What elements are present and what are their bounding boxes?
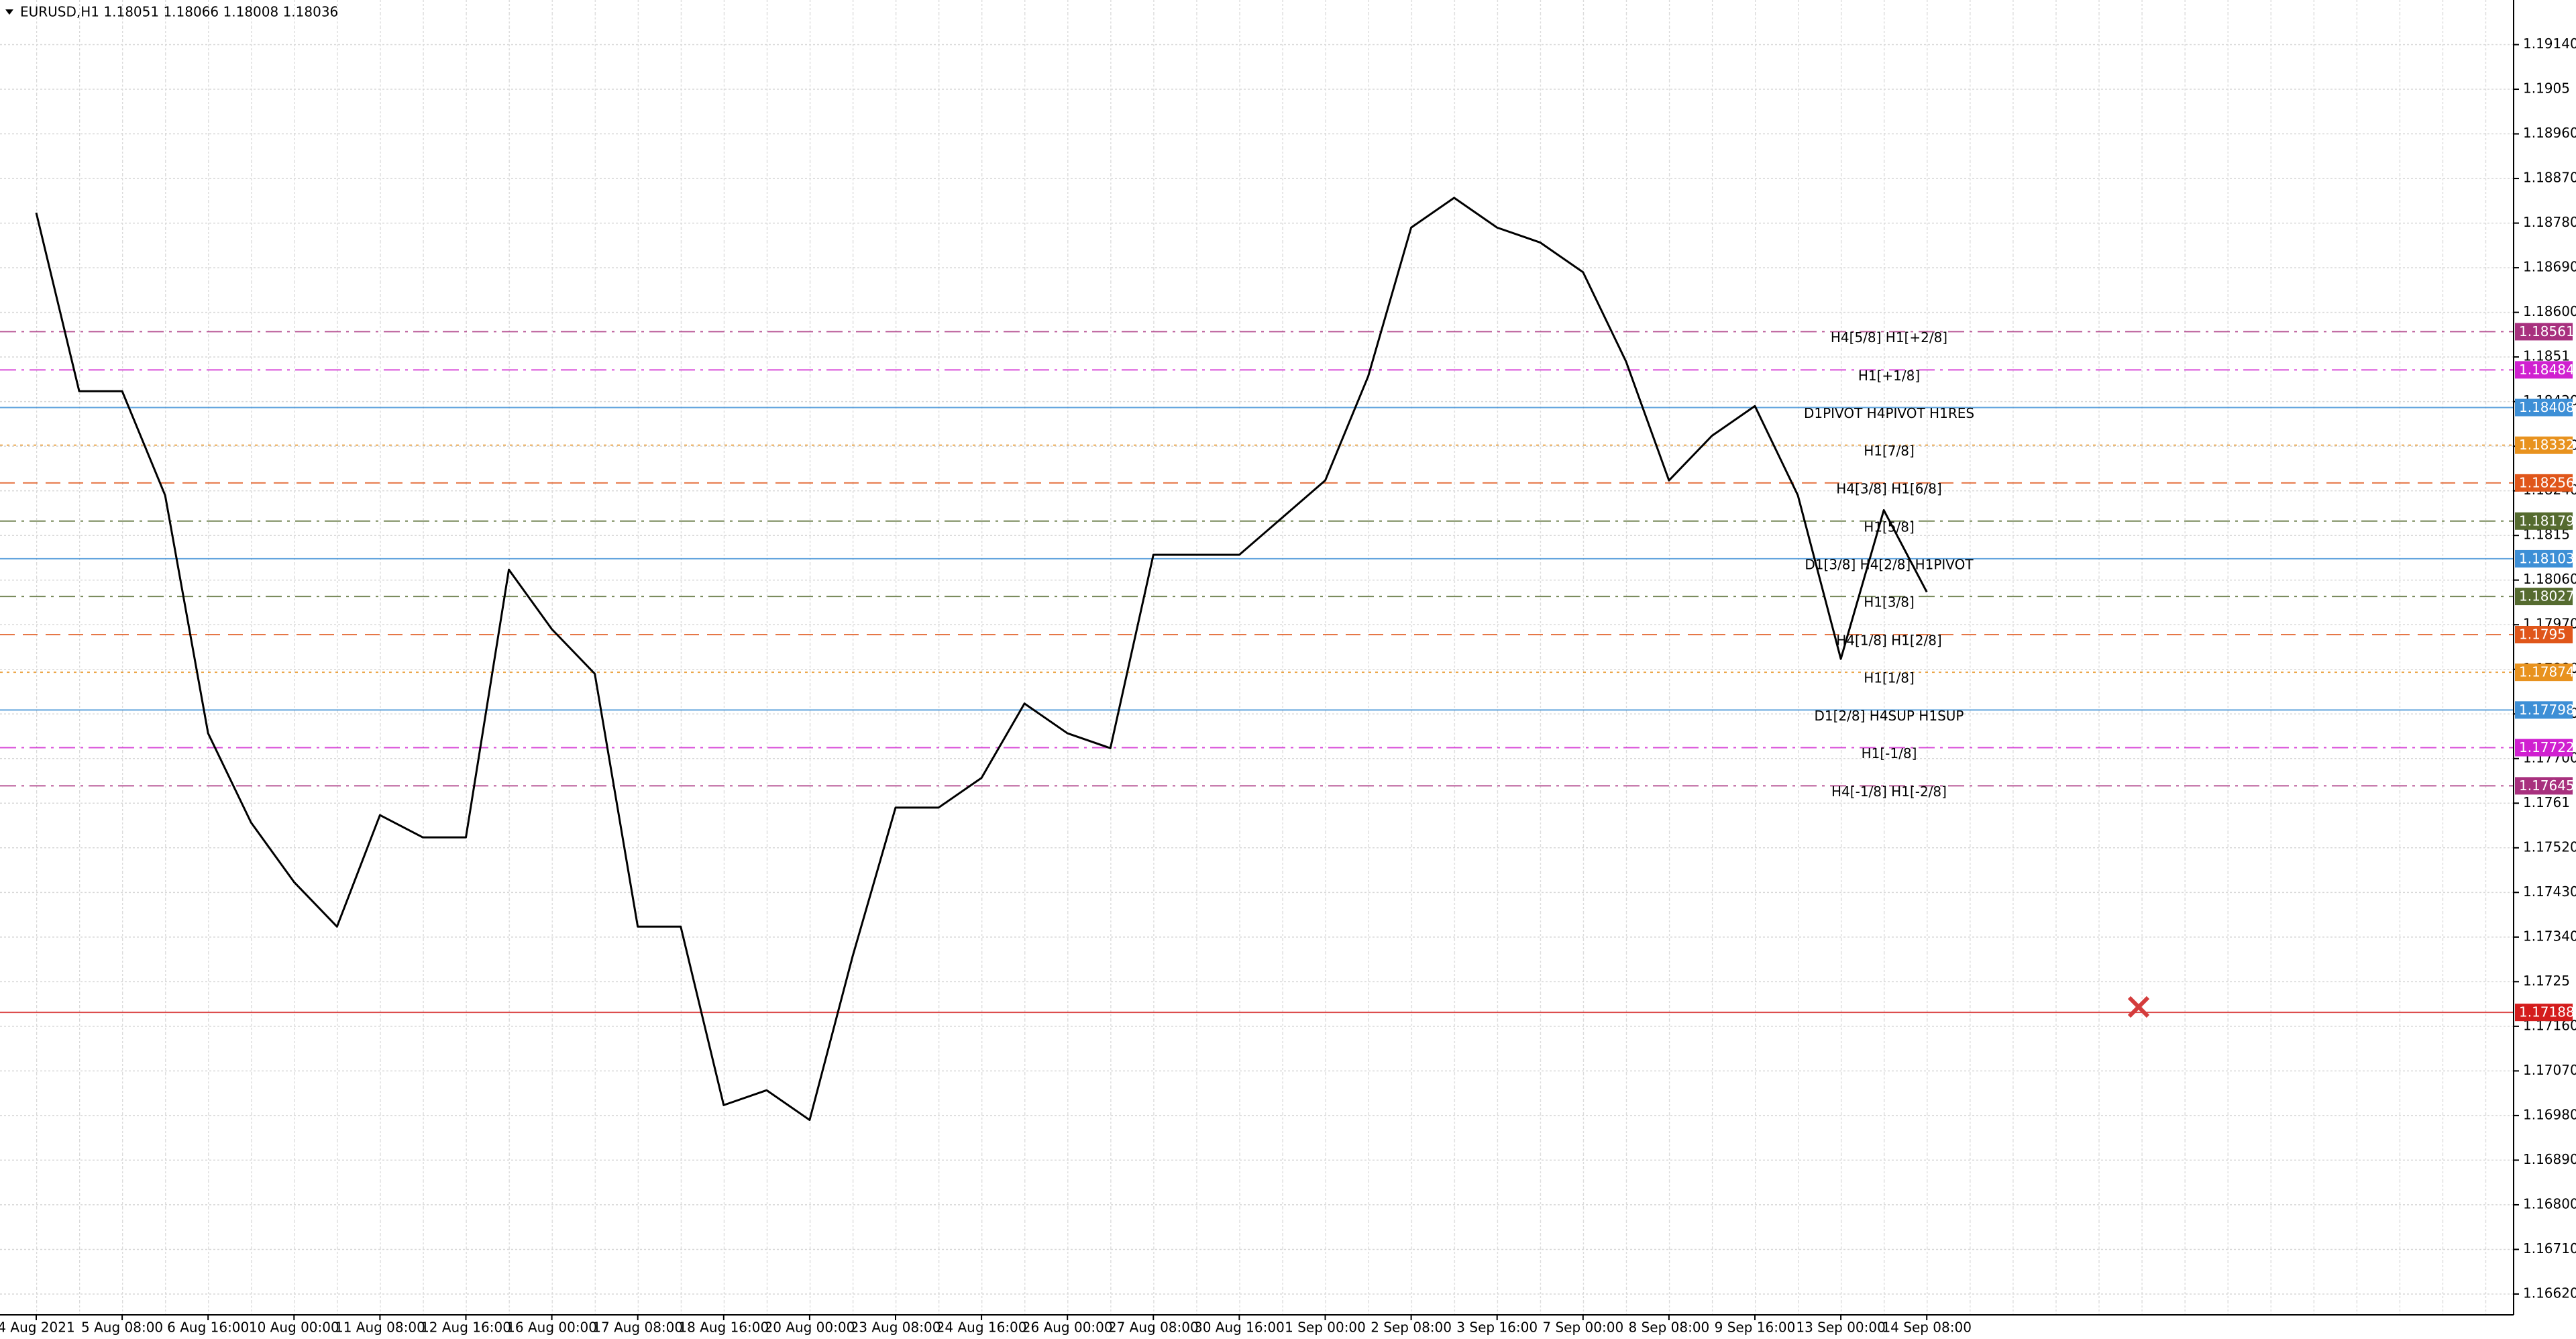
x-tick-label: 8 Sep 08:00 — [1629, 1320, 1710, 1336]
y-tick-label: 1.18600 — [2523, 303, 2576, 319]
level-label: H1[+1/8] — [1858, 368, 1920, 384]
x-tick-label: 11 Aug 08:00 — [335, 1320, 425, 1336]
price-tag — [2515, 777, 2573, 795]
x-tick-label: 17 Aug 08:00 — [592, 1320, 683, 1336]
vertical-grid — [0, 0, 2514, 1315]
y-tick-label: 1.17430 — [2523, 883, 2576, 900]
chart-title: EURUSD,H1 1.18051 1.18066 1.18008 1.1803… — [20, 4, 338, 20]
x-tick-label: 30 Aug 16:00 — [1194, 1320, 1285, 1336]
level-label: H1[3/8] — [1864, 594, 1915, 610]
x-tick-label: 6 Aug 16:00 — [167, 1320, 249, 1336]
price-tag-label: 1.1795 — [2519, 627, 2566, 643]
price-tag-label: 1.18179 — [2519, 513, 2575, 529]
x-tick-label: 23 Aug 08:00 — [851, 1320, 941, 1336]
x-tick-label: 2 Sep 08:00 — [1371, 1320, 1452, 1336]
x-tick-label: 4 Aug 2021 — [0, 1320, 75, 1336]
price-tag-label: 1.17798 — [2519, 702, 2575, 718]
x-tick-label: 18 Aug 16:00 — [678, 1320, 769, 1336]
level-label: H4[5/8] H1[+2/8] — [1831, 329, 1947, 345]
y-tick-label: 1.18870 — [2523, 170, 2576, 186]
x-tick-label: 20 Aug 00:00 — [764, 1320, 855, 1336]
price-tag — [2515, 361, 2573, 379]
x-tick-label: 3 Sep 16:00 — [1456, 1320, 1538, 1336]
menu-arrow[interactable] — [5, 9, 13, 15]
y-tick-label: 1.18690 — [2523, 259, 2576, 275]
x-tick-label: 7 Sep 00:00 — [1542, 1320, 1623, 1336]
y-tick-label: 1.19140 — [2523, 36, 2576, 52]
level-label: H4[3/8] H1[6/8] — [1836, 480, 1941, 496]
price-tag-label: 1.18256 — [2519, 474, 2575, 490]
y-tick-label: 1.16620 — [2523, 1285, 2576, 1301]
price-tag — [2515, 626, 2573, 644]
y-tick-label: 1.1761 — [2523, 794, 2570, 810]
price-tag-label: 1.18561 — [2519, 323, 2575, 339]
level-label: H1[7/8] — [1864, 443, 1915, 459]
price-tag-label: 1.18484 — [2519, 362, 2575, 378]
level-label: H4[1/8] H1[2/8] — [1836, 633, 1941, 649]
level-label: H4[-1/8] H1[-2/8] — [1831, 784, 1947, 800]
x-tick-label: 12 Aug 16:00 — [421, 1320, 511, 1336]
close-marker — [2127, 996, 2150, 1018]
price-tag — [2515, 398, 2573, 417]
y-tick-label: 1.16890 — [2523, 1151, 2576, 1167]
level-label: D1PIVOT H4PIVOT H1RES — [1804, 405, 1974, 421]
price-tag-label: 1.18103 — [2519, 550, 2575, 566]
x-tick-label: 16 Aug 00:00 — [506, 1320, 597, 1336]
price-tag — [2515, 474, 2573, 492]
y-tick-label: 1.18780 — [2523, 214, 2576, 230]
price-tag — [2515, 549, 2573, 568]
price-tag-label: 1.17874 — [2519, 664, 2575, 680]
y-tick-label: 1.17340 — [2523, 928, 2576, 944]
price-tag — [2515, 739, 2573, 757]
price-tag-label: 1.17722 — [2519, 739, 2575, 755]
price-tag-label: 1.18027 — [2519, 588, 2575, 604]
x-tick-label: 5 Aug 08:00 — [81, 1320, 163, 1336]
x-tick-label: 26 Aug 00:00 — [1022, 1320, 1113, 1336]
level-label: H1[-1/8] — [1862, 745, 1917, 761]
x-tick-label: 14 Sep 08:00 — [1882, 1320, 1972, 1336]
y-tick-label: 1.17520 — [2523, 839, 2576, 855]
price-tag — [2515, 663, 2573, 682]
level-label: D1[3/8] H4[2/8] H1PIVOT — [1805, 556, 1974, 572]
price-tag-label: 1.17645 — [2519, 778, 2575, 794]
y-tick-label: 1.17070 — [2523, 1062, 2576, 1078]
price-line — [35, 197, 1928, 1122]
x-tick-label: 27 Aug 08:00 — [1108, 1320, 1199, 1336]
price-tag — [2515, 323, 2573, 341]
x-tick-label: 1 Sep 00:00 — [1285, 1320, 1366, 1336]
y-tick-label: 1.16800 — [2523, 1195, 2576, 1212]
y-tick-label: 1.16980 — [2523, 1106, 2576, 1122]
y-tick-label: 1.18960 — [2523, 125, 2576, 141]
y-tick-label: 1.18060 — [2523, 571, 2576, 587]
level-label: D1[2/8] H4SUP H1SUP — [1815, 708, 1964, 724]
x-tick-label: 13 Sep 00:00 — [1796, 1320, 1886, 1336]
price-tag — [2515, 701, 2573, 719]
price-tag — [2515, 512, 2573, 530]
price-tag-label: 1.18332 — [2519, 437, 2575, 453]
y-tick-label: 1.1905 — [2523, 81, 2570, 97]
x-tick-label: 9 Sep 16:00 — [1715, 1320, 1796, 1336]
level-label: H1[1/8] — [1864, 670, 1915, 686]
price-tag — [2515, 588, 2573, 606]
price-tag — [2515, 436, 2573, 454]
price-tag — [2515, 1004, 2573, 1022]
y-tick-label: 1.16710 — [2523, 1240, 2576, 1256]
x-tick-label: 24 Aug 16:00 — [936, 1320, 1027, 1336]
price-tag-label: 1.18408 — [2519, 399, 2575, 415]
y-tick-label: 1.1725 — [2523, 973, 2570, 989]
price-tag-label: 1.17188 — [2519, 1004, 2575, 1020]
x-tick-label: 10 Aug 00:00 — [249, 1320, 339, 1336]
